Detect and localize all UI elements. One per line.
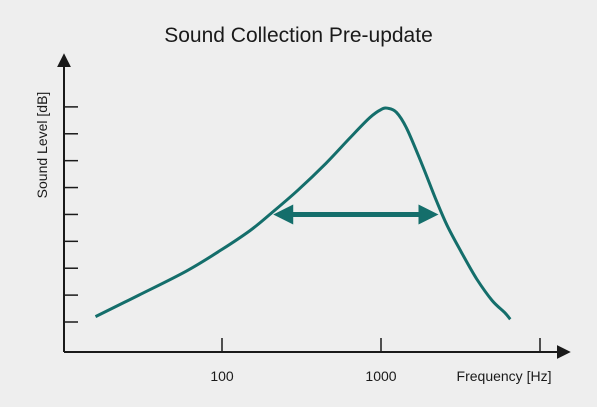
arrow-head-left [273,204,294,225]
series-group [94,106,512,321]
x-tick-label: 1000 [365,368,396,384]
series-line [94,106,512,321]
x-ticks: 100 1000 [210,338,541,384]
y-axis-title: Sound Level [dB] [34,92,50,199]
x-axis-title: Frequency [Hz] [457,368,552,384]
y-ticks [63,106,78,323]
bandwidth-double-arrow [273,204,439,225]
x-tick-label: 100 [210,368,234,384]
annotations [273,204,439,225]
chart-title: Sound Collection Pre-update [164,24,433,47]
arrow-head-right [418,204,439,225]
axes [57,53,571,359]
